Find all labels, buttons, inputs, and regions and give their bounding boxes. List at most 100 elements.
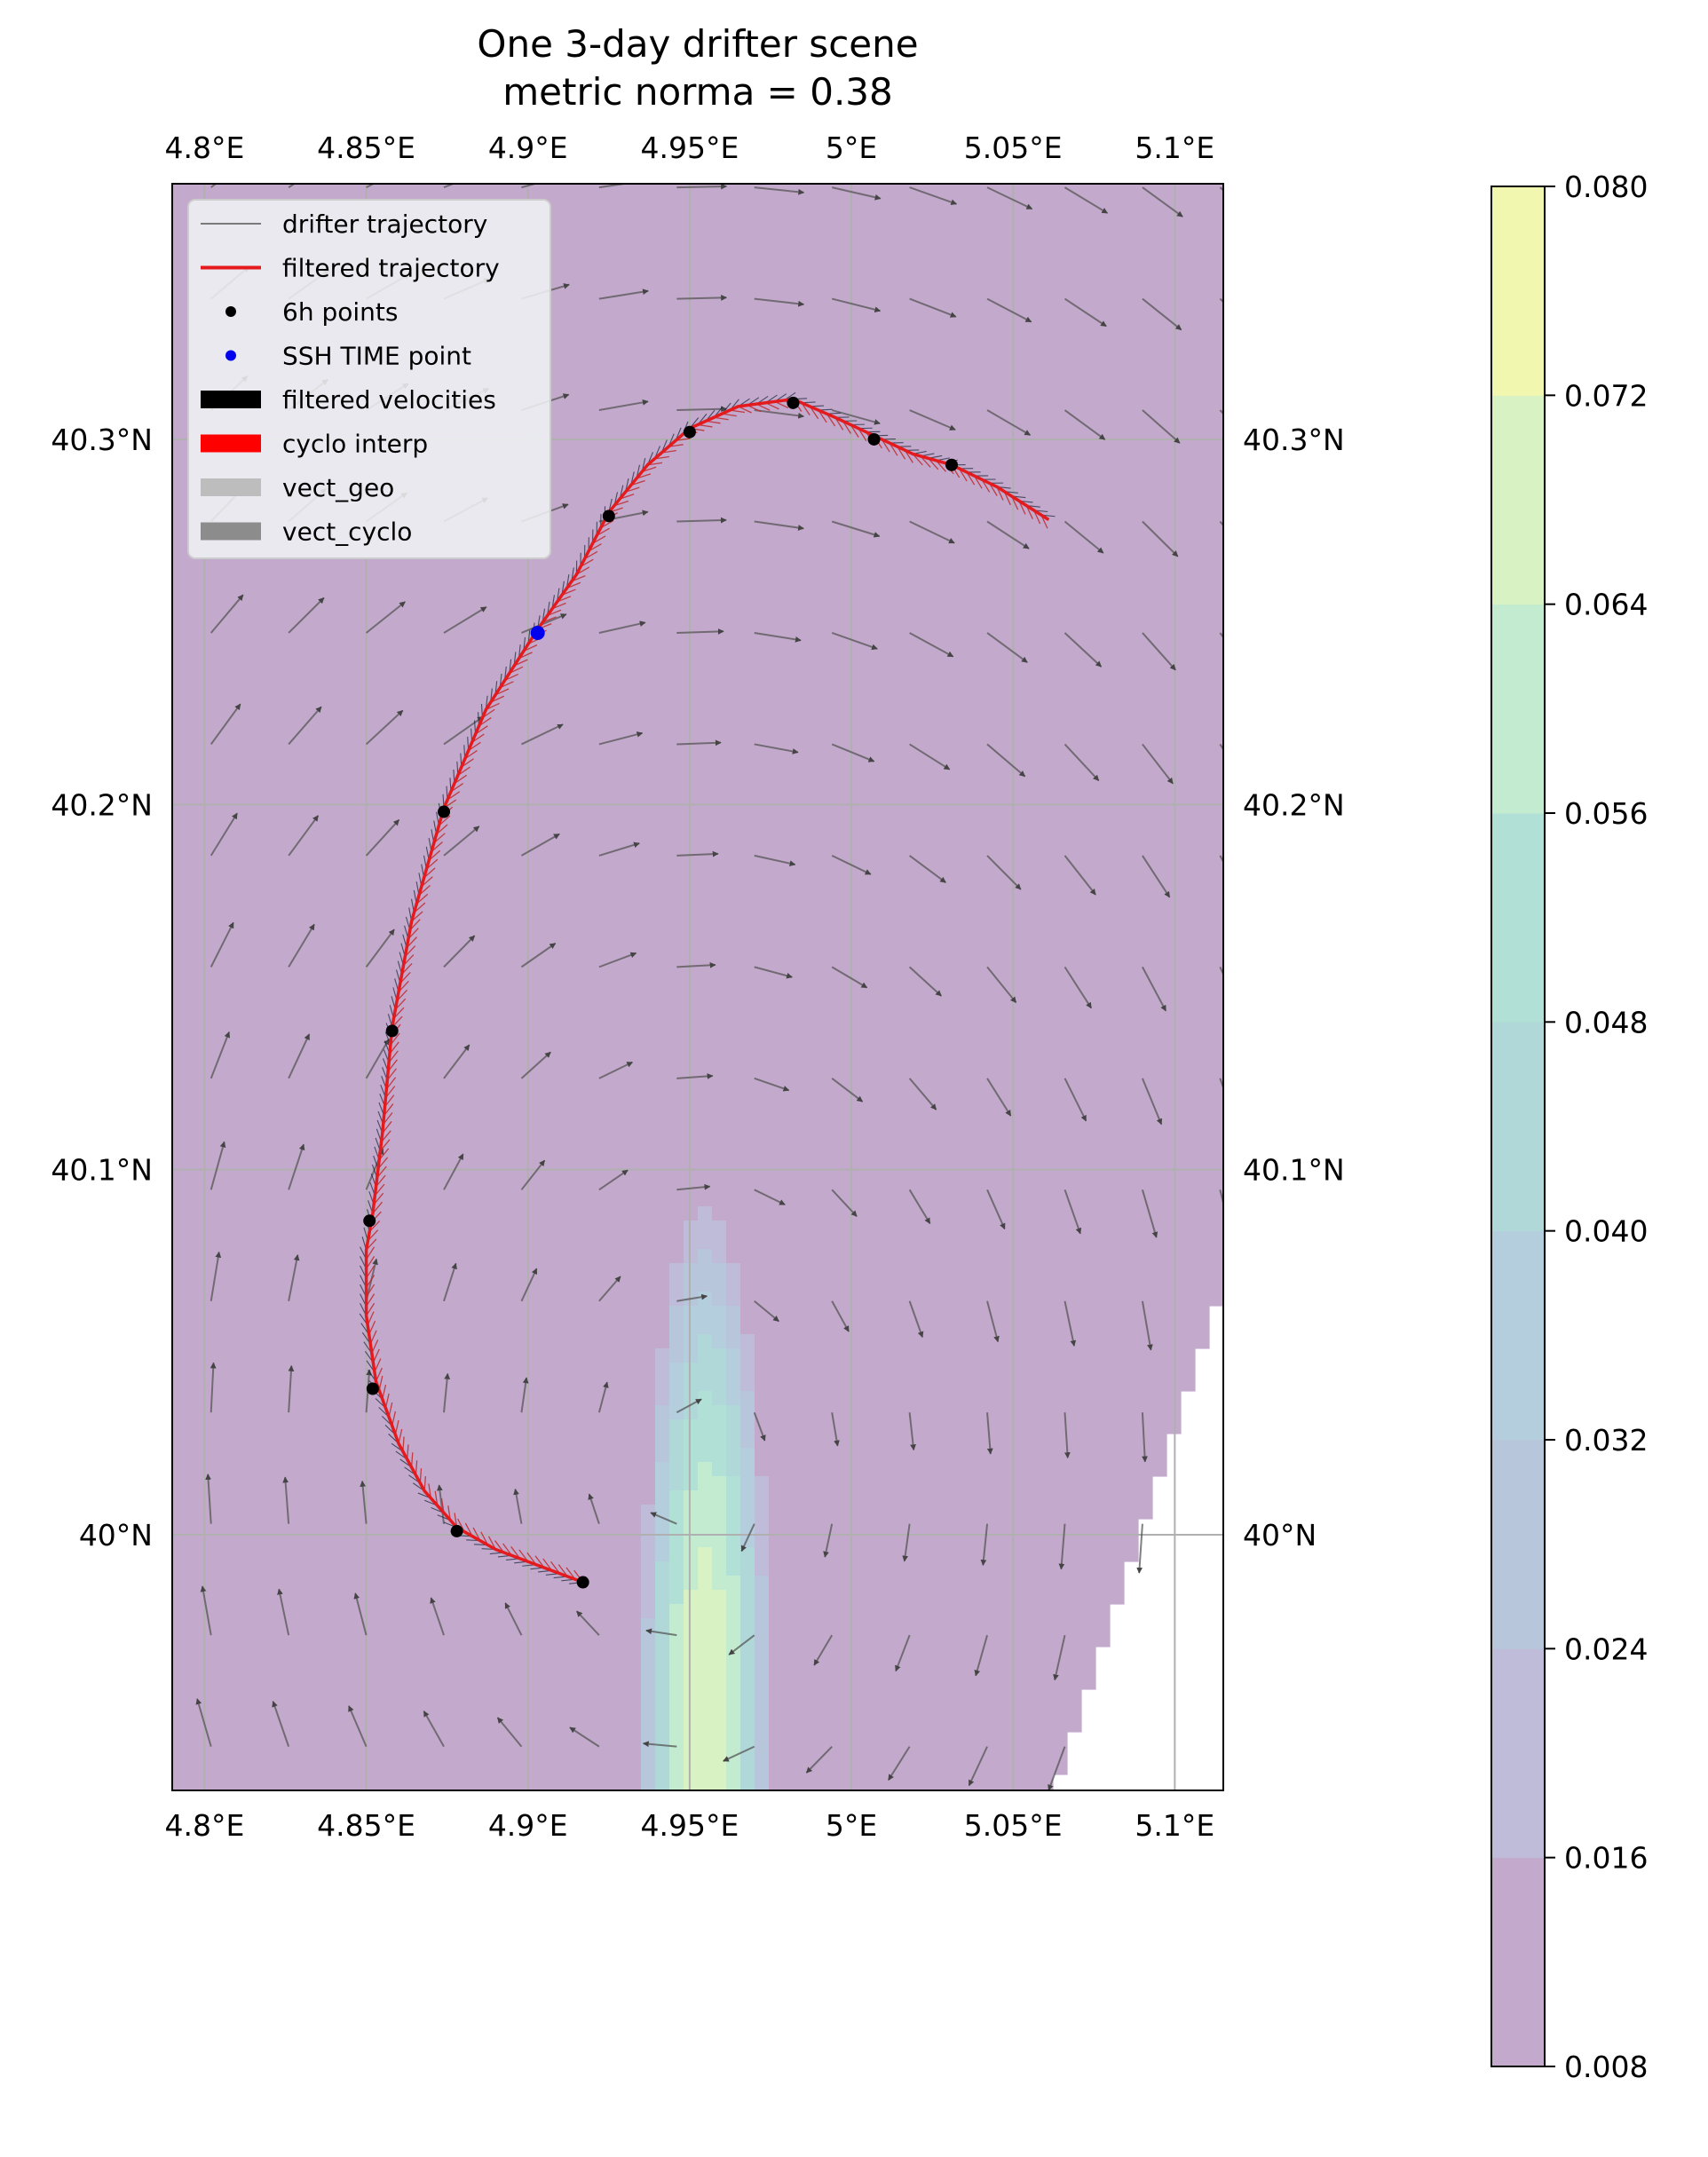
field-cell: [201, 1192, 216, 1207]
field-cell: [343, 993, 358, 1008]
field-cell: [769, 383, 784, 398]
field-cell: [641, 340, 656, 355]
field-cell: [655, 1476, 670, 1491]
field-cell: [172, 510, 187, 525]
field-cell: [428, 1718, 443, 1733]
field-cell: [343, 922, 358, 937]
field-cell: [485, 1405, 500, 1420]
field-cell: [328, 1774, 344, 1790]
field-cell: [684, 1150, 699, 1165]
field-cell: [726, 1604, 741, 1619]
field-cell: [456, 936, 471, 952]
field-cell: [172, 894, 187, 909]
field-cell: [201, 1434, 216, 1449]
field-cell: [641, 255, 656, 270]
field-cell: [655, 1490, 670, 1505]
field-cell: [712, 482, 727, 497]
field-cell: [613, 993, 628, 1008]
field-cell: [627, 1547, 642, 1562]
field-cell: [485, 1121, 500, 1136]
field-cell: [641, 1235, 656, 1250]
field-cell: [556, 397, 571, 412]
field-cell: [343, 1661, 358, 1676]
field-cell: [328, 1533, 344, 1548]
field-cell: [257, 1604, 273, 1619]
field-cell: [385, 1178, 400, 1193]
field-cell: [584, 212, 599, 227]
field-cell: [669, 1732, 684, 1747]
field-cell: [769, 766, 784, 781]
field-cell: [740, 1306, 755, 1321]
field-cell: [513, 1363, 528, 1378]
field-cell: [769, 1675, 784, 1690]
field-cell: [243, 1632, 258, 1647]
field-cell: [272, 1618, 287, 1633]
field-cell: [726, 908, 741, 923]
field-cell: [314, 1689, 329, 1704]
field-cell: [186, 1363, 202, 1378]
field-cell: [215, 1292, 230, 1307]
field-cell: [584, 1292, 599, 1307]
field-cell: [755, 723, 770, 739]
field-cell: [172, 667, 187, 682]
field-cell: [570, 1022, 585, 1037]
field-cell: [456, 1050, 471, 1065]
field-cell: [371, 993, 386, 1008]
field-cell: [385, 1306, 400, 1321]
field-cell: [527, 1249, 542, 1264]
field-cell: [669, 1590, 684, 1605]
field-cell: [527, 1135, 542, 1150]
field-cell: [698, 1576, 713, 1591]
field-cell: [584, 255, 599, 270]
field-cell: [499, 1334, 514, 1349]
field-cell: [655, 226, 670, 241]
field-cell: [542, 1689, 557, 1704]
field-cell: [357, 1746, 372, 1761]
field-cell: [300, 1263, 315, 1278]
field-cell: [442, 567, 457, 582]
field-cell: [286, 1760, 301, 1775]
field-cell: [385, 1235, 400, 1250]
field-cell: [755, 922, 770, 937]
field-cell: [286, 1377, 301, 1392]
field-cell: [783, 610, 798, 625]
field-cell: [470, 993, 486, 1008]
field-cell: [414, 596, 429, 611]
field-cell: [755, 936, 770, 952]
field-cell: [357, 951, 372, 966]
field-cell: [215, 1732, 230, 1747]
field-cell: [769, 297, 784, 312]
field-cell: [172, 255, 187, 270]
field-cell: [527, 1334, 542, 1349]
field-cell: [740, 1235, 755, 1250]
field-cell: [684, 1547, 699, 1562]
field-cell: [300, 1434, 315, 1449]
field-cell: [584, 397, 599, 412]
field-cell: [442, 1746, 457, 1761]
field-cell: [385, 723, 400, 739]
field-cell: [399, 766, 415, 781]
field-cell: [556, 198, 571, 213]
field-cell: [684, 1462, 699, 1477]
field-cell: [641, 1334, 656, 1349]
field-cell: [470, 1164, 486, 1179]
field-cell: [456, 1192, 471, 1207]
field-cell: [229, 1036, 244, 1051]
field-cell: [684, 738, 699, 753]
field-cell: [627, 411, 642, 426]
field-cell: [684, 1022, 699, 1037]
field-cell: [655, 908, 670, 923]
field-cell: [726, 326, 741, 341]
field-cell: [215, 1618, 230, 1633]
field-cell: [243, 1078, 258, 1094]
field-cell: [456, 1746, 471, 1761]
field-cell: [399, 823, 415, 838]
field-cell: [371, 1703, 386, 1718]
field-cell: [456, 652, 471, 668]
field-cell: [172, 468, 187, 483]
field-cell: [399, 1661, 415, 1676]
field-cell: [272, 823, 287, 838]
field-cell: [684, 1121, 699, 1136]
field-cell: [556, 922, 571, 937]
field-cell: [442, 1022, 457, 1037]
